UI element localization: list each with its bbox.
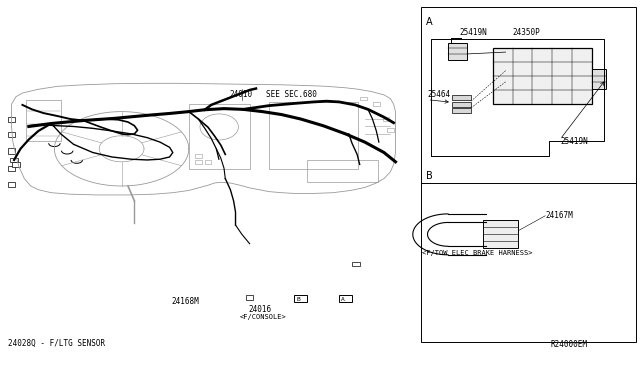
Text: R24000EM: R24000EM <box>550 340 588 349</box>
Text: SEE SEC.680: SEE SEC.680 <box>266 90 316 99</box>
Bar <box>294 295 307 302</box>
Text: A: A <box>341 297 345 302</box>
Bar <box>452 102 471 107</box>
Bar <box>205 160 211 164</box>
Bar <box>493 48 592 104</box>
Bar <box>352 262 360 266</box>
Bar <box>483 220 518 248</box>
Bar <box>383 117 389 121</box>
Bar <box>8 132 15 137</box>
Text: 25419N: 25419N <box>460 28 487 37</box>
Text: 25419N: 25419N <box>560 137 588 146</box>
Bar <box>360 97 367 100</box>
Text: B: B <box>296 297 300 302</box>
Bar <box>339 295 352 302</box>
Bar <box>387 128 394 132</box>
Bar <box>269 102 358 169</box>
Text: <F/TOW ELEC BRAKE HARNESS>: <F/TOW ELEC BRAKE HARNESS> <box>422 250 533 256</box>
Bar <box>8 166 15 171</box>
Bar <box>373 102 380 106</box>
Text: 24168M: 24168M <box>172 297 199 306</box>
Bar <box>452 95 471 100</box>
Bar <box>421 7 636 342</box>
Bar <box>195 154 202 158</box>
Bar <box>8 182 15 187</box>
Text: 24167M: 24167M <box>545 211 573 220</box>
Text: <F/CONSOLE>: <F/CONSOLE> <box>240 314 287 320</box>
Bar <box>12 162 20 167</box>
Bar <box>10 158 18 162</box>
Text: B: B <box>426 171 433 181</box>
Bar <box>448 43 467 60</box>
Text: A: A <box>426 17 433 27</box>
Bar <box>189 104 250 169</box>
Text: 24010: 24010 <box>229 90 252 99</box>
Text: 24028Q - F/LTG SENSOR: 24028Q - F/LTG SENSOR <box>8 339 105 348</box>
Bar <box>452 108 471 113</box>
Text: 24350P: 24350P <box>512 28 540 37</box>
Bar <box>307 160 378 182</box>
Bar <box>8 117 15 122</box>
Text: 25464: 25464 <box>428 90 451 99</box>
Text: 24016: 24016 <box>248 305 271 314</box>
Bar <box>195 160 202 164</box>
Bar <box>8 148 15 154</box>
Bar <box>592 69 606 89</box>
Bar <box>246 295 253 300</box>
